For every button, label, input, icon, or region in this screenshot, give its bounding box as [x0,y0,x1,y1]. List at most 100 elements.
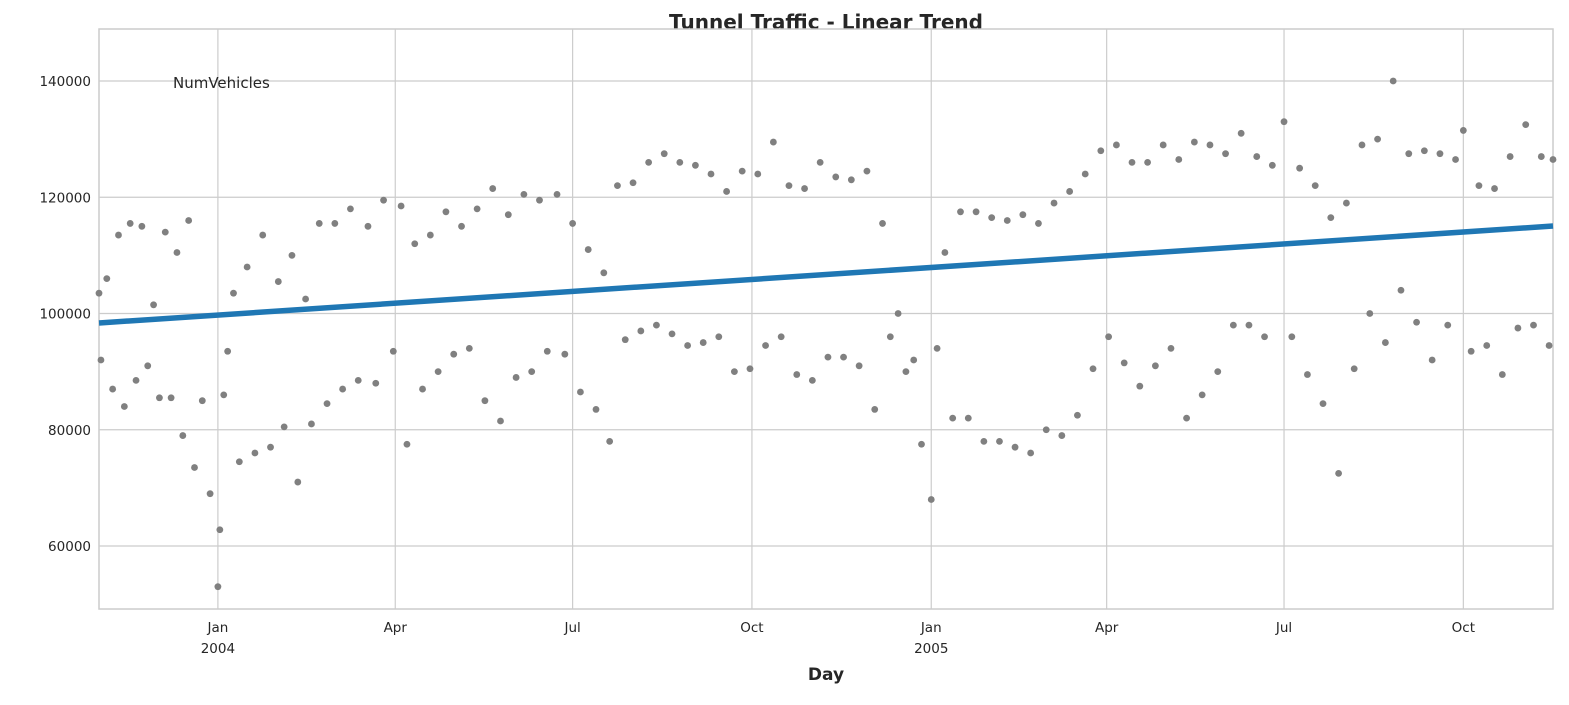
data-point [1268,161,1276,169]
data-point [918,440,925,448]
data-point [419,385,426,393]
data-point [543,347,551,355]
data-point [489,185,497,192]
data-point [629,179,637,187]
data-point [274,278,282,285]
data-point [762,342,769,349]
data-point [785,182,793,190]
data-point [1058,432,1066,439]
data-point [793,371,801,378]
data-point [1089,365,1097,373]
data-point [584,246,592,253]
data-point [1319,400,1327,407]
data-point [660,150,668,158]
data-point [816,158,824,166]
data-point [886,333,894,341]
data-point [1366,310,1374,317]
data-point [481,397,489,405]
data-point [173,249,181,256]
data-point [1105,333,1113,341]
data-point [120,403,128,410]
data-point [1214,368,1222,376]
data-point [777,333,785,341]
data-point [653,321,660,329]
data-point [1253,153,1261,160]
data-point [434,368,442,376]
data-point [676,158,684,166]
data-point [847,176,855,184]
data-point [738,167,746,175]
data-point [1003,217,1011,224]
x-tick-label: Apr [384,620,408,636]
data-point [161,228,169,236]
data-point [1522,121,1530,129]
data-point [855,362,863,370]
data-point [497,417,504,425]
data-point [577,388,584,396]
data-point [397,202,405,210]
data-point [1011,443,1019,451]
data-point [1042,426,1050,434]
data-point [520,190,528,198]
data-point [308,420,315,428]
data-point [637,327,645,335]
data-point [1483,342,1491,349]
data-point [1304,371,1311,378]
data-point [668,330,676,338]
data-point [972,208,980,216]
data-point [1413,318,1420,326]
data-point [801,185,808,192]
data-point [902,368,910,376]
data-point [1144,158,1151,166]
data-point [699,339,707,346]
data-point [1397,286,1405,294]
data-point [450,350,458,358]
data-point [214,583,222,591]
data-point [389,347,397,355]
data-point [879,220,886,227]
data-point [894,310,902,317]
data-point [372,379,380,387]
data-point [1335,469,1343,477]
data-point [1350,365,1358,373]
data-point [1405,150,1413,158]
data-point [167,394,175,402]
data-point [1491,185,1498,192]
x-tick-label: Oct [1452,620,1475,636]
y-tick-label: 100000 [39,307,91,323]
x-tick-label: Jul [1275,620,1292,636]
data-point [465,344,473,352]
data-point [1498,371,1506,378]
data-point [645,158,653,166]
data-point [224,347,232,355]
x-axis-label: Day [807,665,845,685]
data-point [339,385,347,393]
data-point [1374,135,1381,143]
data-point [132,376,140,384]
data-point [512,374,520,381]
data-point [1311,182,1319,190]
data-point [411,240,419,248]
data-point [871,406,879,413]
x-tick-label: Apr [1095,620,1119,636]
data-point [1019,211,1027,219]
data-point [458,222,465,230]
data-point [910,356,918,364]
data-point [1420,147,1428,155]
data-point [1545,342,1553,349]
data-point [1389,77,1397,85]
data-point [251,449,259,457]
data-point [364,222,372,230]
data-point [832,173,840,181]
data-point [927,496,935,503]
data-point [504,211,512,219]
data-point [1288,333,1296,341]
data-point [1097,147,1105,155]
data-point [964,414,972,422]
data-point [259,231,267,239]
plot-frame [98,28,1554,610]
data-point [941,249,949,256]
data-point [103,275,111,283]
data-point [288,251,296,259]
